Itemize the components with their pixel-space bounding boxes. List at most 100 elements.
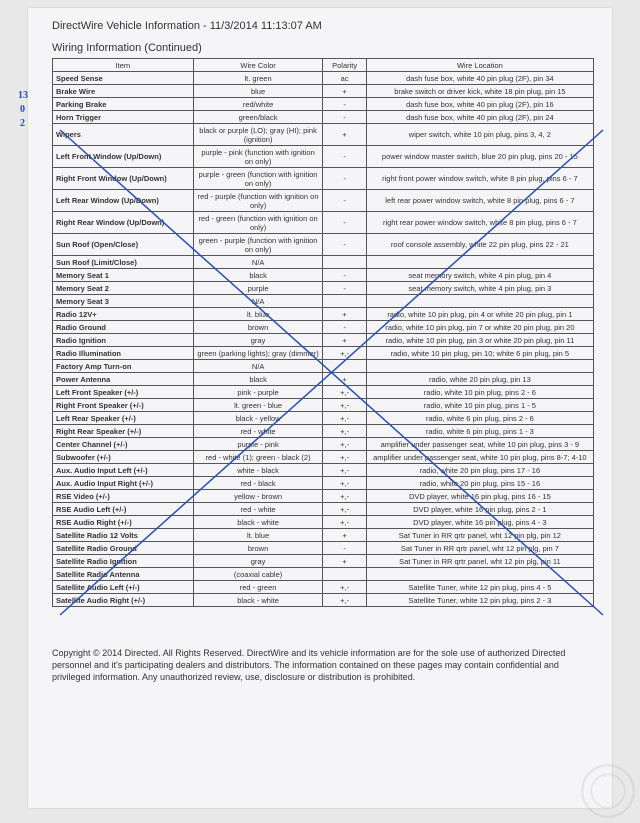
- table-row: Brake Wireblue+brake switch or driver ki…: [53, 85, 594, 98]
- table-cell: Left Rear Speaker (+/-): [53, 412, 194, 425]
- table-cell: RSE Audio Right (+/-): [53, 516, 194, 529]
- table-cell: +,-: [323, 594, 366, 607]
- table-cell: left rear power window switch, white 8 p…: [366, 190, 593, 212]
- table-cell: +: [323, 308, 366, 321]
- table-cell: DVD player, white 16 pin plug, pins 4 - …: [366, 516, 593, 529]
- table-cell: +,-: [323, 425, 366, 438]
- table-cell: brown: [193, 321, 323, 334]
- table-cell: red - white: [193, 425, 323, 438]
- table-cell: -: [323, 234, 366, 256]
- table-row: RSE Audio Right (+/-)black - white+,-DVD…: [53, 516, 594, 529]
- table-cell: radio, white 10 pin plug, pin 7 or white…: [366, 321, 593, 334]
- table-cell: lt. blue: [193, 308, 323, 321]
- table-cell: -: [323, 212, 366, 234]
- table-cell: red - white: [193, 503, 323, 516]
- table-cell: Radio 12V+: [53, 308, 194, 321]
- table-cell: -: [323, 282, 366, 295]
- table-header-row: Item Wire Color Polarity Wire Location: [53, 59, 594, 72]
- table-row: Factory Amp Turn-onN/A: [53, 360, 594, 373]
- table-cell: +: [323, 124, 366, 146]
- table-cell: radio, white 10 pin plug, pin 4 or white…: [366, 308, 593, 321]
- table-cell: -: [323, 168, 366, 190]
- table-row: Subwoofer (+/-)red - white (1); green - …: [53, 451, 594, 464]
- table-row: Radio Ignitiongray+radio, white 10 pin p…: [53, 334, 594, 347]
- table-cell: red - black: [193, 477, 323, 490]
- table-cell: -: [323, 321, 366, 334]
- table-cell: lt. blue: [193, 529, 323, 542]
- table-cell: +,-: [323, 503, 366, 516]
- handwritten-note-0: 0: [20, 104, 25, 115]
- table-cell: gray: [193, 555, 323, 568]
- table-row: Left Front Speaker (+/-)pink - purple+,-…: [53, 386, 594, 399]
- table-cell: Wipers: [53, 124, 194, 146]
- table-cell: seat memory switch, white 4 pin plug, pi…: [366, 282, 593, 295]
- table-cell: radio, white 6 pin plug, pins 2 - 6: [366, 412, 593, 425]
- table-cell: +: [323, 373, 366, 386]
- table-cell: purple - green (function with ignition o…: [193, 168, 323, 190]
- table-cell: power window master switch, blue 20 pin …: [366, 146, 593, 168]
- table-cell: seat memory switch, white 4 pin plug, pi…: [366, 269, 593, 282]
- table-cell: red - purple (function with ignition on …: [193, 190, 323, 212]
- col-header-polarity: Polarity: [323, 59, 366, 72]
- table-cell: Factory Amp Turn-on: [53, 360, 194, 373]
- table-row: Radio Groundbrown-radio, white 10 pin pl…: [53, 321, 594, 334]
- table-cell: pink - purple: [193, 386, 323, 399]
- table-cell: roof console assembly, white 22 pin plug…: [366, 234, 593, 256]
- col-header-item: Item: [53, 59, 194, 72]
- table-row: Aux. Audio Input Left (+/-)white - black…: [53, 464, 594, 477]
- table-cell: Sat Tuner in RR qrtr panel, wht 12 pin p…: [366, 542, 593, 555]
- table-cell: N/A: [193, 295, 323, 308]
- table-cell: [366, 568, 593, 581]
- table-cell: brake switch or driver kick, white 18 pi…: [366, 85, 593, 98]
- table-cell: red/white: [193, 98, 323, 111]
- table-row: Right Front Window (Up/Down)purple - gre…: [53, 168, 594, 190]
- table-cell: +: [323, 555, 366, 568]
- table-row: Horn Triggergreen/black-dash fuse box, w…: [53, 111, 594, 124]
- table-cell: -: [323, 190, 366, 212]
- table-cell: Right Rear Window (Up/Down): [53, 212, 194, 234]
- table-cell: Radio Ignition: [53, 334, 194, 347]
- table-cell: Right Front Speaker (+/-): [53, 399, 194, 412]
- col-header-location: Wire Location: [366, 59, 593, 72]
- document-page: DirectWire Vehicle Information - 11/3/20…: [28, 8, 612, 808]
- table-cell: Memory Seat 2: [53, 282, 194, 295]
- table-cell: RSE Audio Left (+/-): [53, 503, 194, 516]
- watermark-icon: [580, 763, 636, 819]
- table-cell: Aux. Audio Input Right (+/-): [53, 477, 194, 490]
- table-cell: amplifier under passenger seat, white 10…: [366, 451, 593, 464]
- table-cell: Satellite Audio Left (+/-): [53, 581, 194, 594]
- table-cell: yellow - brown: [193, 490, 323, 503]
- table-row: RSE Audio Left (+/-)red - white+,-DVD pl…: [53, 503, 594, 516]
- table-cell: black or purple (LO); gray (HI); pink (i…: [193, 124, 323, 146]
- table-cell: Left Rear Window (Up/Down): [53, 190, 194, 212]
- table-cell: dash fuse box, white 40 pin plug (2F), p…: [366, 72, 593, 85]
- table-cell: [366, 256, 593, 269]
- table-row: Right Rear Window (Up/Down)red - green (…: [53, 212, 594, 234]
- handwritten-note-2: 2: [20, 118, 25, 129]
- table-cell: gray: [193, 334, 323, 347]
- table-cell: radio, white 6 pin plug, pins 1 - 3: [366, 425, 593, 438]
- table-cell: dash fuse box, white 40 pin plug (2F), p…: [366, 111, 593, 124]
- table-cell: [323, 295, 366, 308]
- table-cell: black: [193, 373, 323, 386]
- table-cell: Subwoofer (+/-): [53, 451, 194, 464]
- table-row: Sun Roof (Limit/Close)N/A: [53, 256, 594, 269]
- table-cell: radio, white 20 pin plug, pins 17 - 16: [366, 464, 593, 477]
- table-cell: +,-: [323, 581, 366, 594]
- wiring-table: Item Wire Color Polarity Wire Location S…: [52, 58, 594, 607]
- table-cell: lt. green: [193, 72, 323, 85]
- table-cell: black - yellow: [193, 412, 323, 425]
- table-cell: -: [323, 111, 366, 124]
- table-cell: Memory Seat 3: [53, 295, 194, 308]
- table-cell: Center Channel (+/-): [53, 438, 194, 451]
- table-cell: +: [323, 85, 366, 98]
- page-header: DirectWire Vehicle Information - 11/3/20…: [52, 20, 594, 32]
- table-row: Satellite Radio Ignitiongray+Sat Tuner i…: [53, 555, 594, 568]
- table-cell: amplifier under passenger seat, white 10…: [366, 438, 593, 451]
- table-row: Parking Brakered/white-dash fuse box, wh…: [53, 98, 594, 111]
- table-row: Memory Seat 3N/A: [53, 295, 594, 308]
- table-cell: DVD player, white 16 pin plug, pins 2 - …: [366, 503, 593, 516]
- table-cell: lt. green - blue: [193, 399, 323, 412]
- table-cell: black: [193, 269, 323, 282]
- table-cell: purple: [193, 282, 323, 295]
